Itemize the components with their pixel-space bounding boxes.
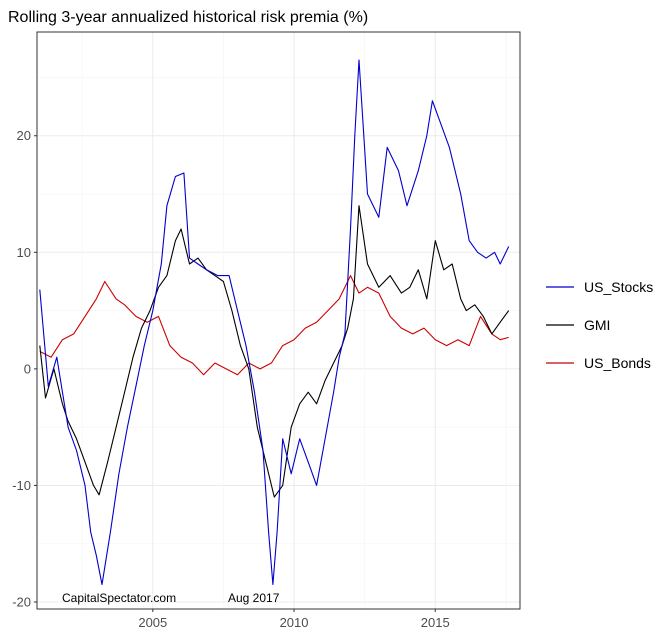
date-annotation: Aug 2017 — [228, 591, 280, 605]
x-tick-label: 2010 — [280, 615, 309, 630]
series-line-us-bonds — [39, 275, 509, 376]
legend-label-us-stocks: US_Stocks — [584, 279, 653, 295]
series-layer — [39, 59, 510, 586]
source-annotation: CapitalSpectator.com — [62, 591, 176, 605]
series-line-gmi — [39, 205, 510, 498]
x-tick-label: 2005 — [138, 615, 167, 630]
series-line-us-stocks — [39, 59, 510, 586]
legend-label-gmi: GMI — [584, 317, 610, 333]
y-tick-label: -10 — [12, 478, 31, 493]
grid — [37, 32, 520, 609]
y-tick-label: 20 — [17, 128, 31, 143]
y-tick-label: 0 — [24, 361, 31, 376]
plot-border — [36, 31, 521, 610]
x-axis: 2005 2010 2015 — [138, 609, 450, 630]
x-tick-label: 2015 — [421, 615, 450, 630]
chart-title: Rolling 3-year annualized historical ris… — [8, 9, 368, 26]
legend-label-us-bonds: US_Bonds — [584, 355, 651, 371]
y-axis: -20 -10 0 10 20 — [12, 128, 37, 610]
legend: US_Stocks GMI US_Bonds — [546, 279, 653, 371]
y-tick-label: -20 — [12, 595, 31, 610]
y-tick-label: 10 — [17, 245, 31, 260]
